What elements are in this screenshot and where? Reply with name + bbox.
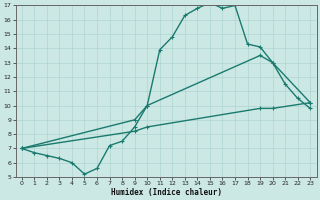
X-axis label: Humidex (Indice chaleur): Humidex (Indice chaleur) bbox=[110, 188, 221, 197]
